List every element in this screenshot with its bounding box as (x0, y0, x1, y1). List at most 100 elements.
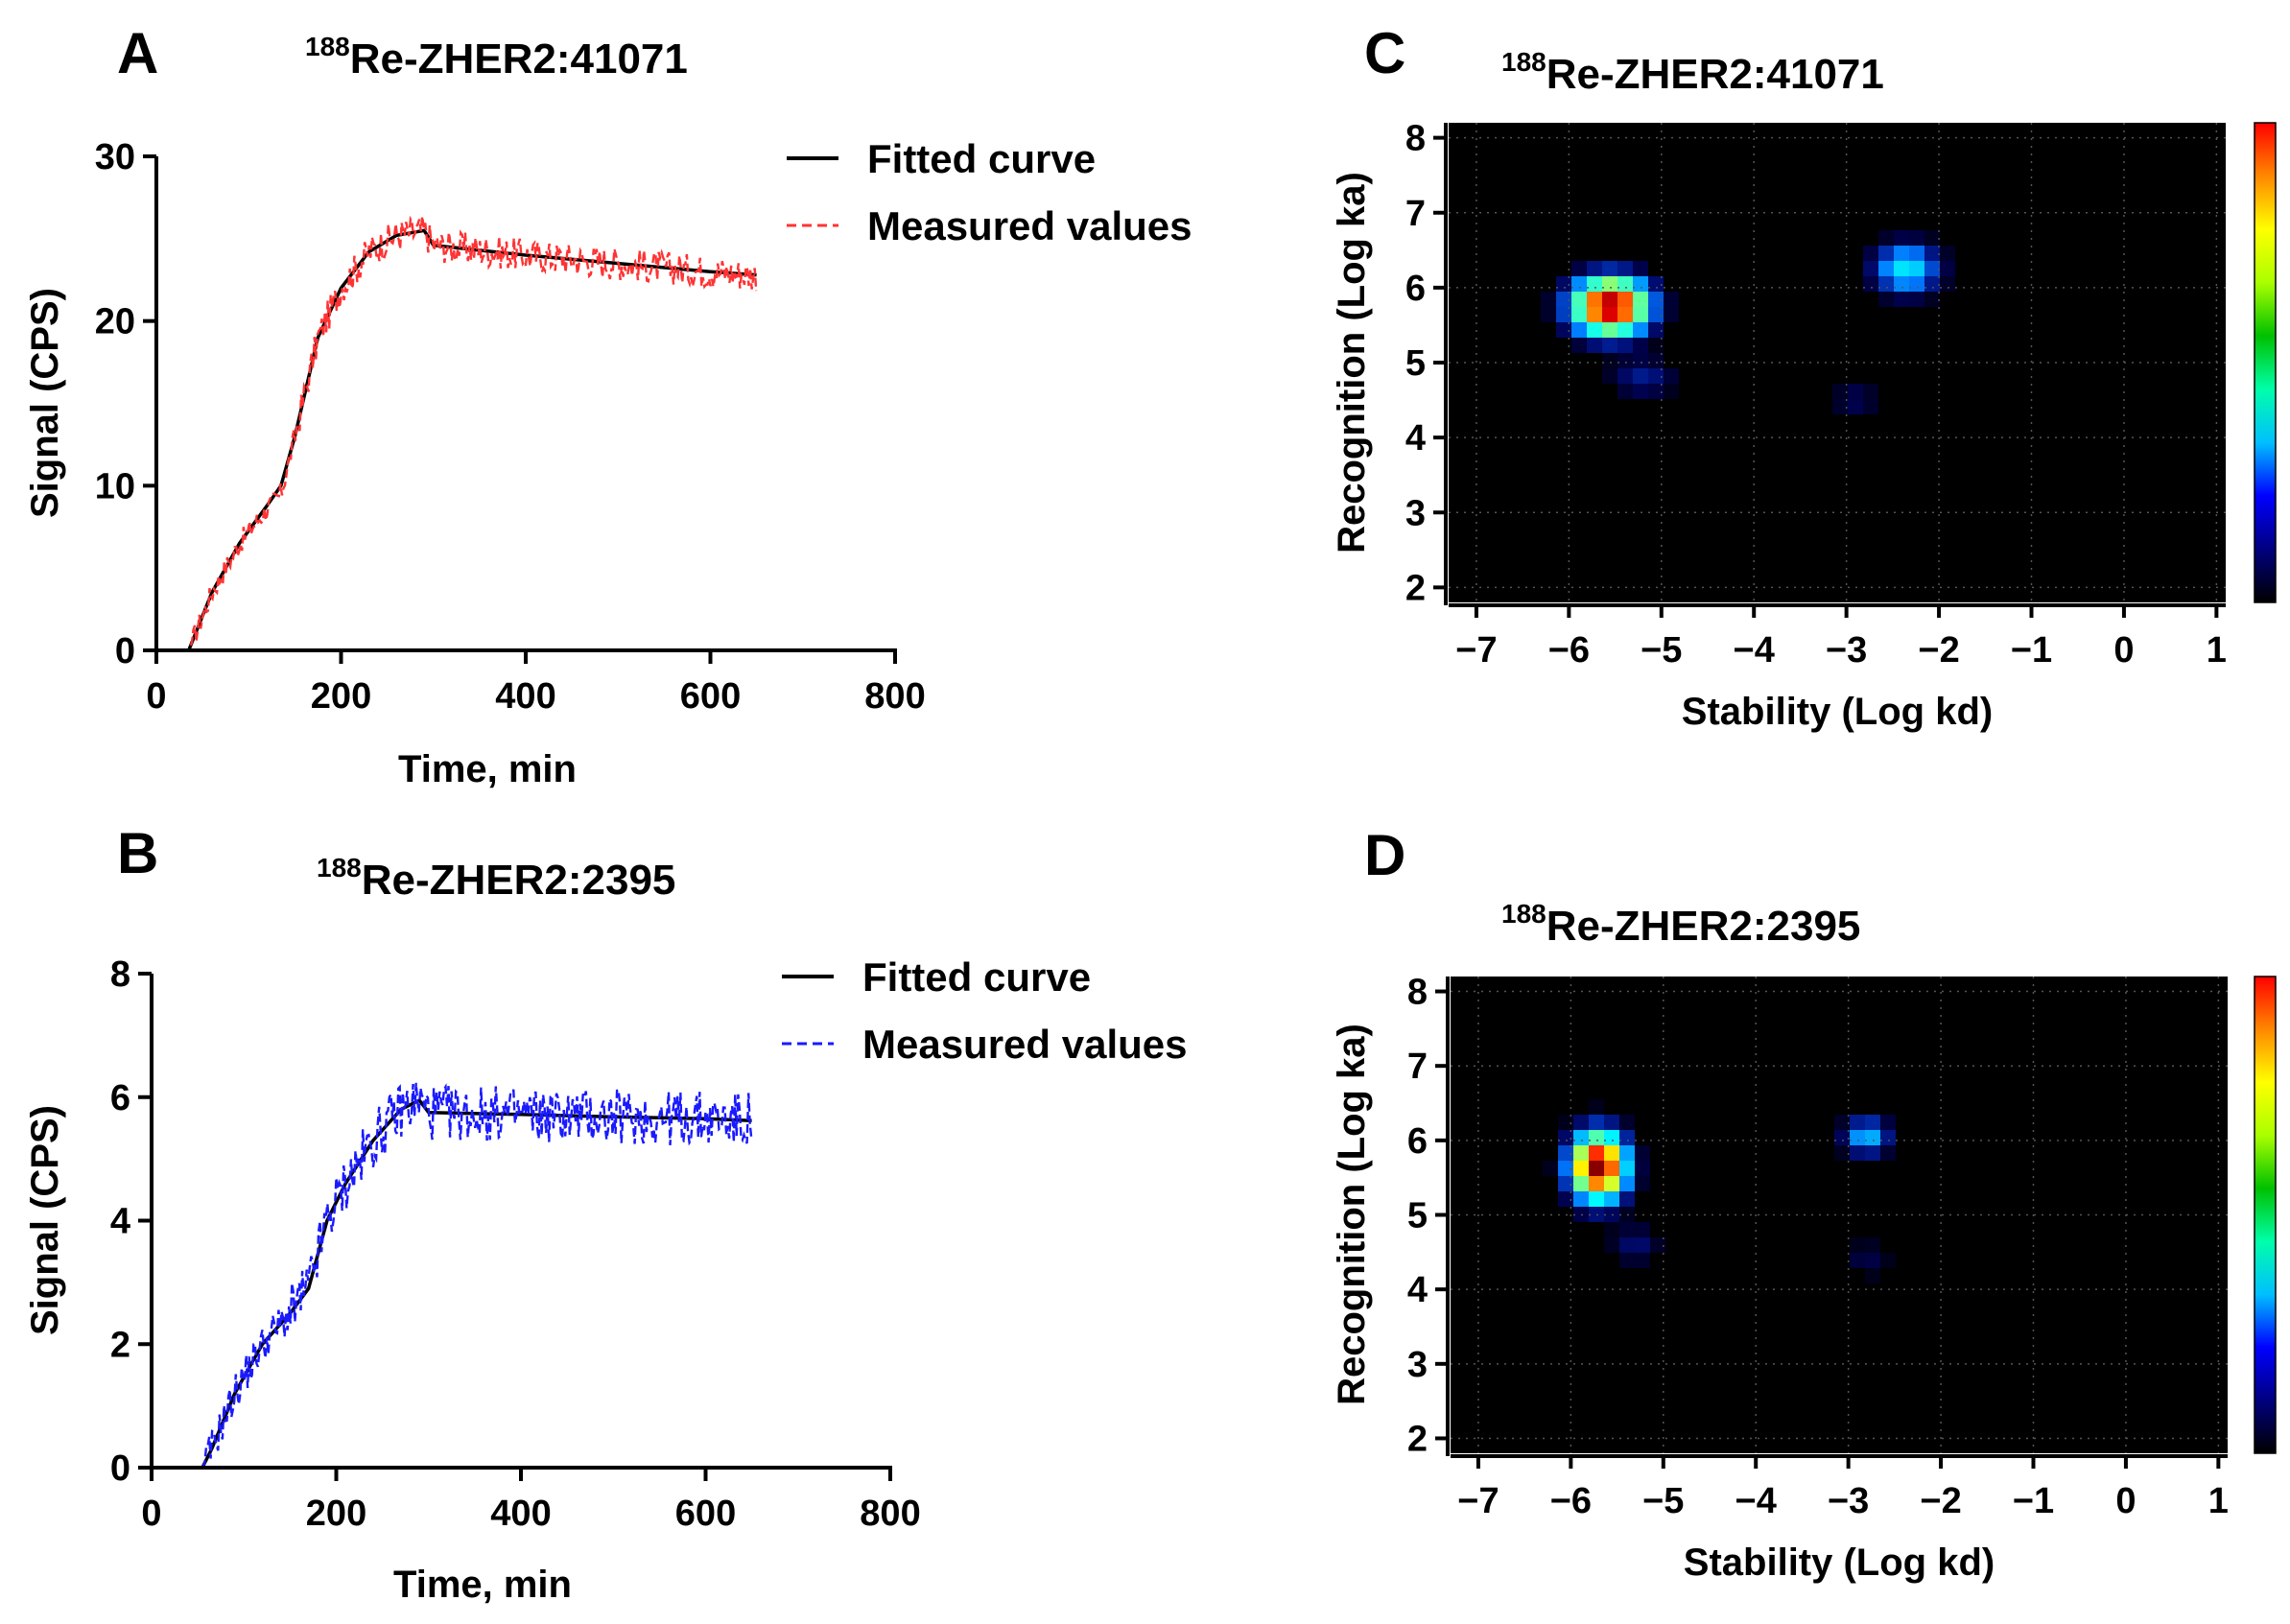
heatmap-grid-c (1449, 123, 2226, 602)
y-tick-label-b: 4 (110, 1202, 130, 1242)
y-tick-label-a: 20 (95, 302, 135, 342)
x-tick-label-b: 200 (306, 1494, 366, 1534)
y-tick-label-c: 2 (1405, 568, 1426, 608)
heatmap-cell-c (1878, 230, 1894, 246)
heatmap-cell-d (1558, 1176, 1573, 1191)
series-fitted-curve-b (152, 1097, 752, 1470)
heatmap-cell-c (1602, 307, 1617, 322)
heatmap-cells-d (1543, 1099, 1896, 1283)
x-tick-label-d: −7 (1457, 1481, 1499, 1521)
heatmap-cell-d (1558, 1191, 1573, 1207)
heatmap-cell-d (1619, 1191, 1635, 1207)
heatmap-cell-c (1648, 368, 1664, 384)
y-tick-label-d: 7 (1407, 1047, 1428, 1087)
heatmap-cell-c (1571, 307, 1587, 322)
heatmap-cell-d (1880, 1130, 1896, 1145)
heatmap-cell-c (1602, 322, 1617, 338)
x-tick-label-b: 800 (860, 1494, 920, 1534)
heatmap-cell-c (1664, 292, 1679, 307)
heatmap-cell-c (1617, 353, 1633, 368)
heatmap-cell-c (1878, 261, 1894, 276)
heatmap-cell-c (1878, 246, 1894, 261)
x-tick-label-d: 0 (2115, 1481, 2136, 1521)
heatmap-cell-d (1619, 1115, 1635, 1130)
panel-title-a: 188Re-ZHER2:41071 (305, 32, 688, 82)
heatmap-cell-c (1587, 338, 1602, 353)
heatmap-cell-c (1940, 246, 1955, 261)
heatmap-cell-d (1619, 1130, 1635, 1145)
y-tick-label-d: 8 (1407, 973, 1428, 1013)
heatmap-grid-d (1451, 977, 2228, 1453)
heatmap-cell-c (1602, 276, 1617, 292)
heatmap-cell-d (1573, 1176, 1589, 1191)
heatmap-cell-c (1602, 353, 1617, 368)
heatmap-cell-c (1664, 384, 1679, 399)
y-tick-label-c: 6 (1405, 269, 1426, 309)
heatmap-cell-c (1848, 384, 1863, 399)
legend-label-b: Measured values (862, 1022, 1188, 1067)
x-tick-label-b: 400 (490, 1494, 551, 1534)
panel-letter-b: B (117, 821, 158, 885)
heatmap-cell-d (1865, 1237, 1880, 1253)
x-tick-label-c: 0 (2113, 630, 2134, 671)
heatmap-background-c (1449, 123, 2226, 602)
x-tick-label-b: 0 (141, 1494, 161, 1534)
x-tick-label-b: 600 (675, 1494, 736, 1534)
panel-title-d: 188Re-ZHER2:2395 (1501, 899, 1860, 950)
heatmap-cell-c (1633, 292, 1648, 307)
heatmap-cell-c (1587, 322, 1602, 338)
y-tick-label-d: 6 (1407, 1121, 1428, 1162)
x-tick-label-d: −4 (1735, 1481, 1777, 1521)
heatmap-cell-c (1878, 276, 1894, 292)
heatmap-cell-c (1648, 353, 1664, 368)
heatmap-cell-d (1558, 1130, 1573, 1145)
heatmap-cell-c (1894, 230, 1909, 246)
heatmap-cell-d (1850, 1115, 1865, 1130)
heatmap-cell-d (1604, 1130, 1619, 1145)
x-axis-label-c: Stability (Log kd) (1682, 691, 1993, 733)
heatmap-cell-c (1633, 353, 1648, 368)
y-tick-label-c: 3 (1405, 493, 1426, 533)
heatmap-cell-c (1909, 261, 1924, 276)
x-tick-label-d: 1 (2208, 1481, 2229, 1521)
heatmap-cell-c (1617, 276, 1633, 292)
y-tick-label-b: 6 (110, 1078, 130, 1118)
heatmap-cell-c (1648, 292, 1664, 307)
x-tick-label-c: −3 (1826, 630, 1867, 671)
y-tick-label-b: 8 (110, 954, 130, 995)
heatmap-cell-c (1648, 322, 1664, 338)
heatmap-cell-c (1617, 368, 1633, 384)
heatmap-cell-d (1573, 1145, 1589, 1161)
heatmap-cell-d (1880, 1145, 1896, 1161)
heatmap-cell-d (1573, 1161, 1589, 1176)
heatmap-cell-c (1602, 338, 1617, 353)
heatmap-cell-c (1556, 322, 1571, 338)
y-tick-label-c: 8 (1405, 119, 1426, 159)
heatmap-cell-d (1880, 1253, 1896, 1268)
legend-label-a: Fitted curve (867, 136, 1096, 181)
heatmap-cell-c (1909, 276, 1924, 292)
y-axis-label-d: Recognition (Log ka) (1331, 1024, 1373, 1405)
heatmap-cell-c (1617, 261, 1633, 276)
heatmap-cell-c (1556, 276, 1571, 292)
heatmap-cell-c (1909, 292, 1924, 307)
x-tick-label-a: 400 (495, 676, 555, 717)
heatmap-cell-c (1863, 276, 1878, 292)
heatmap-cell-d (1865, 1145, 1880, 1161)
heatmap-cell-c (1664, 368, 1679, 384)
x-tick-label-a: 600 (680, 676, 741, 717)
heatmap-cell-c (1848, 399, 1863, 414)
heatmap-cell-d (1650, 1237, 1665, 1253)
colorbar-d (2254, 976, 2277, 1454)
y-axis-label-b: Signal (CPS) (24, 1105, 66, 1335)
heatmap-cell-d (1604, 1176, 1619, 1191)
heatmap-cell-d (1589, 1145, 1604, 1161)
heatmap-cell-d (1573, 1115, 1589, 1130)
heatmap-cell-c (1664, 307, 1679, 322)
x-tick-label-a: 200 (311, 676, 371, 717)
heatmap-cell-c (1924, 230, 1940, 246)
heatmap-cell-d (1850, 1145, 1865, 1161)
heatmap-cell-d (1850, 1130, 1865, 1145)
heatmap-cell-c (1863, 384, 1878, 399)
